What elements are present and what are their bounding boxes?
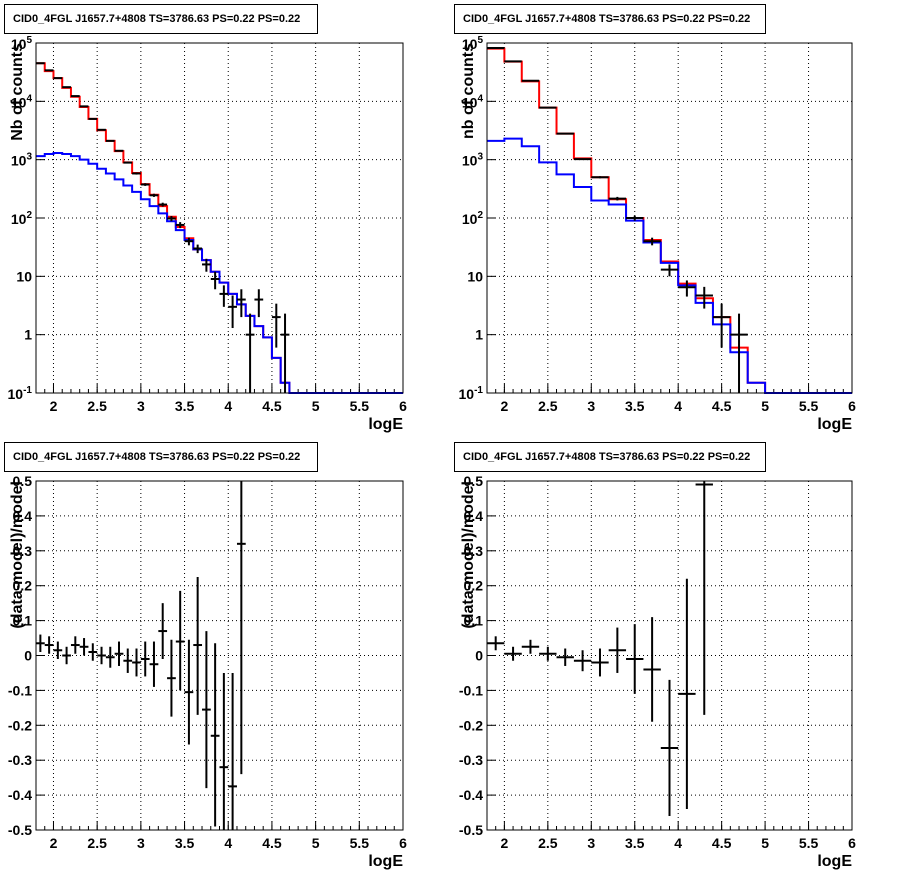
model-source-histogram <box>36 152 403 394</box>
x-tick-label: 6 <box>848 835 856 851</box>
y-tick-label: -0.3 <box>459 752 483 768</box>
y-tick-label: 0.2 <box>13 578 33 594</box>
x-axis-title: logE <box>817 416 852 433</box>
y-tick-label: 0.5 <box>13 473 33 489</box>
y-tick-label: -0.5 <box>8 822 32 838</box>
y-tick-label: -0.2 <box>459 717 483 733</box>
x-tick-label: 3 <box>137 835 145 851</box>
x-tick-label: 5.5 <box>799 835 819 851</box>
x-tick-label: 4 <box>224 398 232 414</box>
x-tick-label: 3.5 <box>175 398 195 414</box>
x-tick-label: 5 <box>761 398 769 414</box>
y-axis-title: (data-model)/model <box>460 481 477 629</box>
panel-title-bottom-right: CID0_4FGL J1657.7+4808 TS=3786.63 PS=0.2… <box>454 442 766 472</box>
y-tick-label: -0.1 <box>8 682 32 698</box>
x-tick-label: 4 <box>674 835 682 851</box>
x-tick-label: 6 <box>848 398 856 414</box>
x-tick-label: 2.5 <box>538 835 558 851</box>
x-tick-label: 3 <box>587 398 595 414</box>
y-tick-label: -0.3 <box>8 752 32 768</box>
plot-frame <box>35 42 404 394</box>
x-axis-title: logE <box>368 853 403 870</box>
y-tick-label: 10-1 <box>8 385 33 402</box>
panel-title-bottom-left: CID0_4FGL J1657.7+4808 TS=3786.63 PS=0.2… <box>4 442 318 472</box>
x-tick-label: 3 <box>137 398 145 414</box>
x-tick-label: 3.5 <box>175 835 195 851</box>
y-tick-label: 0.1 <box>13 613 33 629</box>
x-tick-label: 3.5 <box>625 398 645 414</box>
y-tick-label: 0 <box>475 648 483 664</box>
x-tick-label: 4.5 <box>262 398 282 414</box>
y-tick-label: 0.4 <box>13 508 33 524</box>
y-tick-label: 105 <box>462 35 484 52</box>
plot-frame <box>486 42 853 394</box>
x-tick-label: 5.5 <box>350 398 370 414</box>
x-tick-label: 5 <box>312 835 320 851</box>
y-tick-label: 105 <box>11 35 33 52</box>
chart-panel-3: 2 2.5 3 3.5 4 4.5 5 5.5 6 -0.5 -0.4 -0.3 -0.2 -0.1 0 0.… <box>459 473 856 870</box>
x-tick-label: 6 <box>399 835 407 851</box>
plot-frame <box>486 480 853 831</box>
y-tick-label: 0.3 <box>464 543 484 559</box>
x-tick-label: 4.5 <box>712 835 732 851</box>
model-total-histogram <box>487 47 852 394</box>
y-tick-label: 0 <box>24 648 32 664</box>
y-axis-title: nb of counts <box>460 43 477 139</box>
x-tick-label: 4 <box>674 398 682 414</box>
x-axis-title: logE <box>368 416 403 433</box>
x-tick-label: 2.5 <box>538 398 558 414</box>
y-tick-label: -0.2 <box>8 717 32 733</box>
y-tick-label: 102 <box>11 210 33 227</box>
x-tick-label: 5.5 <box>799 398 819 414</box>
y-tick-label: 104 <box>11 93 33 110</box>
chart-panel-0: 2 2.5 3 3.5 4 4.5 5 5.5 6 10-1 1 10 102 103 104 105 logE… <box>8 35 408 433</box>
y-tick-label: 1 <box>475 327 483 343</box>
x-axis-title: logE <box>817 853 852 870</box>
x-tick-label: 2 <box>500 398 508 414</box>
y-tick-label: -0.5 <box>459 822 483 838</box>
y-axis-title: Nb of counts <box>9 43 26 141</box>
y-tick-label: 10 <box>467 268 483 284</box>
y-tick-label: 10 <box>16 268 32 284</box>
y-tick-label: 0.4 <box>464 508 484 524</box>
y-tick-label: 1 <box>24 327 32 343</box>
y-tick-label: 104 <box>462 93 484 110</box>
x-tick-label: 6 <box>399 398 407 414</box>
x-tick-label: 4.5 <box>712 398 732 414</box>
x-tick-label: 3 <box>587 835 595 851</box>
plot-frame <box>35 480 404 831</box>
y-tick-label: 0.1 <box>464 613 484 629</box>
y-tick-label: 0.2 <box>464 578 484 594</box>
y-tick-label: 0.5 <box>464 473 484 489</box>
y-tick-label: 10-1 <box>459 385 484 402</box>
x-tick-label: 3.5 <box>625 835 645 851</box>
y-tick-label: 103 <box>462 152 484 169</box>
y-axis-title: (data-model)/model <box>9 481 26 629</box>
x-tick-label: 2.5 <box>87 835 107 851</box>
y-tick-label: 103 <box>11 152 33 169</box>
y-tick-label: -0.4 <box>8 787 32 803</box>
y-tick-label: -0.1 <box>459 682 483 698</box>
chart-panel-1: 2 2.5 3 3.5 4 4.5 5 5.5 6 10-1 1 10 102 103 104 105 logE… <box>459 35 857 433</box>
x-tick-label: 5 <box>312 398 320 414</box>
x-tick-label: 2 <box>500 835 508 851</box>
panel-title-top-right: CID0_4FGL J1657.7+4808 TS=3786.63 PS=0.2… <box>454 4 766 34</box>
x-tick-label: 4.5 <box>262 835 282 851</box>
x-tick-label: 2.5 <box>87 398 107 414</box>
x-tick-label: 2 <box>50 835 58 851</box>
y-tick-label: -0.4 <box>459 787 483 803</box>
x-tick-label: 5 <box>761 835 769 851</box>
panel-title-top-left: CID0_4FGL J1657.7+4808 TS=3786.63 PS=0.2… <box>4 4 318 34</box>
x-tick-label: 2 <box>50 398 58 414</box>
y-tick-label: 102 <box>462 210 484 227</box>
x-tick-label: 4 <box>224 835 232 851</box>
model-total-histogram <box>36 62 403 394</box>
x-tick-label: 5.5 <box>350 835 370 851</box>
y-tick-label: 0.3 <box>13 543 33 559</box>
chart-panel-2: 2 2.5 3 3.5 4 4.5 5 5.5 6 -0.5 -0.4 -0.3 -0.2 -0.1 0 0.… <box>8 473 407 870</box>
